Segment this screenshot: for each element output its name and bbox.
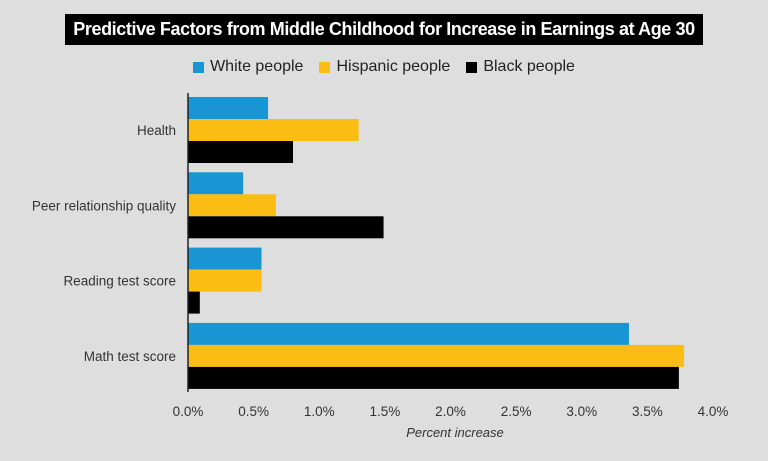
category-label: Reading test score bbox=[63, 274, 176, 289]
x-tick-label: 0.0% bbox=[173, 404, 204, 419]
category-label: Math test score bbox=[84, 349, 176, 364]
bar-black-people bbox=[188, 366, 679, 389]
chart-title-container: Predictive Factors from Middle Childhood… bbox=[0, 14, 768, 45]
x-tick-label: 3.0% bbox=[566, 404, 597, 419]
chart-title: Predictive Factors from Middle Childhood… bbox=[65, 14, 703, 45]
legend-label: Hispanic people bbox=[336, 58, 451, 75]
bar-hispanic-people bbox=[188, 119, 359, 141]
bar-white-people bbox=[188, 247, 262, 270]
bar-white-people bbox=[188, 172, 244, 195]
x-tick-label: 0.5% bbox=[238, 404, 269, 419]
legend-item-black: Black people bbox=[466, 58, 575, 76]
bar-white-people bbox=[188, 322, 629, 345]
bar-black-people bbox=[188, 141, 293, 163]
legend-item-white: White people bbox=[193, 58, 303, 76]
category-label: Health bbox=[137, 123, 176, 138]
x-tick-label: 4.0% bbox=[698, 404, 729, 419]
legend-swatch bbox=[466, 61, 478, 73]
x-tick-label: 3.5% bbox=[632, 404, 663, 419]
legend-label: White people bbox=[210, 58, 304, 75]
x-axis-title: Percent increase bbox=[406, 425, 504, 440]
bar-hispanic-people bbox=[188, 269, 262, 292]
legend-item-hispanic: Hispanic people bbox=[319, 58, 450, 76]
bar-white-people bbox=[188, 97, 269, 119]
bar-hispanic-people bbox=[188, 344, 685, 367]
legend-label: Black people bbox=[483, 58, 575, 75]
legend: White people Hispanic people Black peopl… bbox=[0, 58, 768, 76]
bar-black-people bbox=[188, 216, 384, 239]
bar-black-people bbox=[188, 291, 200, 314]
x-tick-label: 2.5% bbox=[501, 404, 532, 419]
legend-swatch bbox=[319, 61, 331, 73]
x-tick-label: 1.0% bbox=[304, 404, 335, 419]
x-tick-label: 1.5% bbox=[369, 404, 400, 419]
legend-swatch bbox=[193, 61, 205, 73]
category-label: Peer relationship quality bbox=[32, 198, 176, 213]
x-tick-label: 2.0% bbox=[435, 404, 466, 419]
bar-hispanic-people bbox=[188, 194, 276, 217]
